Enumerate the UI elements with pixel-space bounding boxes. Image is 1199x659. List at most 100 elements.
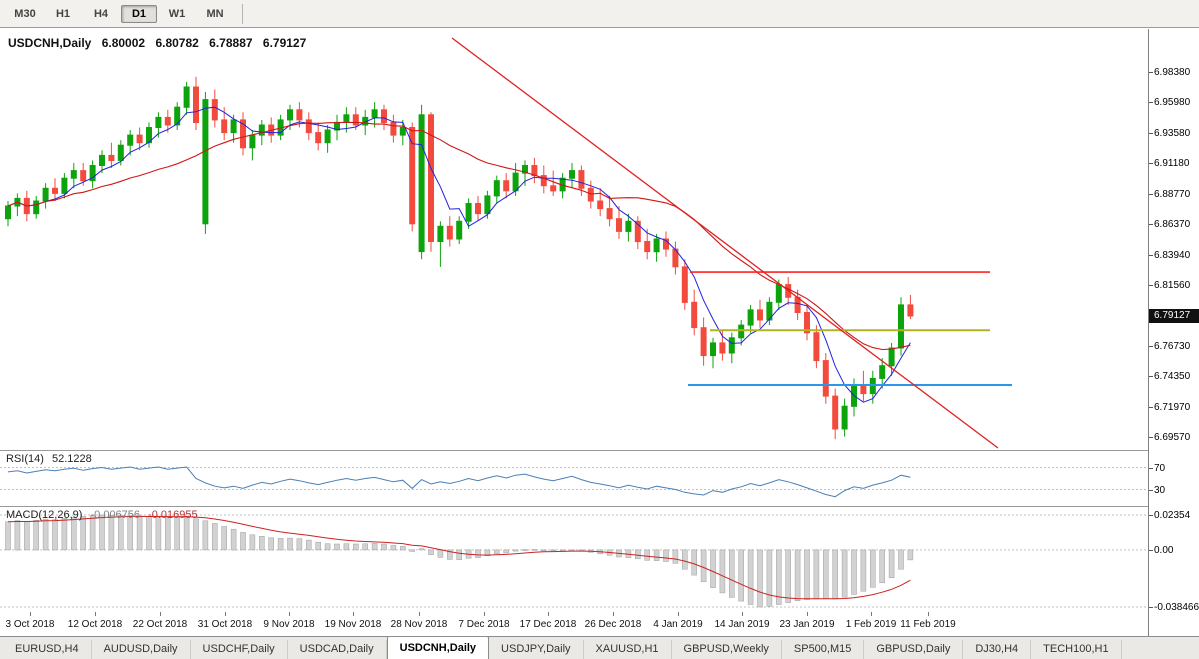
chart-tab-sp500-m15[interactable]: SP500,M15 bbox=[782, 640, 865, 659]
main-rsi-divider bbox=[0, 450, 1199, 451]
price-axis-label: 6.71970 bbox=[1154, 401, 1191, 413]
candles-layer bbox=[5, 76, 914, 440]
date-label: 11 Feb 2019 bbox=[900, 619, 956, 630]
time-tick bbox=[742, 612, 743, 616]
timeframe-button-w1[interactable]: W1 bbox=[168, 7, 186, 20]
chart-tab-usdcnh-daily[interactable]: USDCNH,Daily bbox=[386, 637, 490, 659]
timeframe-button-h1[interactable]: H1 bbox=[55, 7, 71, 20]
price-axis-label: 6.95980 bbox=[1154, 97, 1191, 109]
price-tick bbox=[1149, 285, 1153, 287]
rsi-name: RSI(14) bbox=[6, 453, 44, 465]
price-chart-canvas[interactable] bbox=[0, 30, 1148, 450]
current-price-badge: 6.79127 bbox=[1149, 308, 1199, 323]
time-tick bbox=[928, 612, 929, 616]
price-tick bbox=[1149, 549, 1153, 551]
price-axis-label: 6.69570 bbox=[1154, 432, 1191, 444]
rsi-panel-canvas[interactable] bbox=[0, 451, 1148, 506]
macd-main-value: -0.006756 bbox=[90, 509, 141, 521]
chart-tab-gbpusd-daily[interactable]: GBPUSD,Daily bbox=[864, 640, 964, 659]
price-tick bbox=[1149, 467, 1153, 469]
timeframe-toolbar: M30 H1 H4 D1 W1 MN bbox=[0, 0, 1199, 28]
macd-axis-label: -0.038466 bbox=[1154, 602, 1199, 614]
price-tick bbox=[1149, 489, 1153, 491]
macd-axis-label: 0.00 bbox=[1154, 544, 1174, 556]
price-tick bbox=[1149, 193, 1153, 195]
price-axis-label: 6.91180 bbox=[1154, 158, 1190, 170]
price-axis-label: 6.93580 bbox=[1154, 127, 1191, 139]
date-label: 4 Jan 2019 bbox=[653, 619, 703, 630]
time-tick bbox=[484, 612, 485, 616]
macd-signal-line bbox=[7, 515, 911, 600]
chart-tab-gbpusd-weekly[interactable]: GBPUSD,Weekly bbox=[672, 640, 782, 659]
rsi-macd-divider bbox=[0, 506, 1199, 507]
time-tick bbox=[353, 612, 354, 616]
chart-tab-usdjpy-daily[interactable]: USDJPY,Daily bbox=[489, 640, 584, 659]
toolbar-divider bbox=[242, 3, 243, 24]
timeframe-button-mn[interactable]: MN bbox=[206, 7, 224, 20]
ohlc-low-value: 6.78887 bbox=[209, 36, 253, 50]
date-label: 26 Dec 2018 bbox=[584, 619, 642, 630]
chart-tab-audusd-daily[interactable]: AUDUSD,Daily bbox=[92, 640, 191, 659]
macd-axis-label: 0.02354 bbox=[1154, 510, 1191, 521]
price-tick bbox=[1149, 376, 1153, 378]
price-axis-label: 6.74350 bbox=[1154, 371, 1191, 383]
time-tick bbox=[95, 612, 96, 616]
chart-tab-eurusd-h4[interactable]: EURUSD,H4 bbox=[3, 640, 92, 659]
macd-signal-value: -0.016955 bbox=[148, 509, 198, 521]
price-tick bbox=[1149, 406, 1153, 408]
price-tick bbox=[1149, 72, 1153, 73]
macd-panel-canvas[interactable] bbox=[0, 507, 1148, 612]
price-axis-label: 6.88770 bbox=[1154, 188, 1191, 200]
price-tick bbox=[1149, 437, 1153, 439]
drawn-objects-layer bbox=[451, 37, 1012, 449]
time-tick bbox=[807, 612, 808, 616]
price-axis-label: 6.98380 bbox=[1154, 67, 1191, 78]
chart-tab-bar: EURUSD,H4 AUDUSD,Daily USDCHF,Daily USDCAD,… bbox=[0, 636, 1199, 659]
date-label: 23 Jan 2019 bbox=[779, 619, 835, 630]
timeframe-button-h4[interactable]: H4 bbox=[93, 7, 109, 20]
chart-tab-xauusd-h1[interactable]: XAUUSD,H1 bbox=[584, 640, 672, 659]
price-tick bbox=[1149, 515, 1153, 516]
timeframe-bar: M30 H1 H4 D1 W1 MN bbox=[6, 4, 234, 23]
price-axis-label: 6.86370 bbox=[1154, 219, 1191, 231]
chart-tab-tech100-h1[interactable]: TECH100,H1 bbox=[1031, 640, 1122, 659]
price-tick bbox=[1149, 346, 1153, 348]
ohlc-open-value: 6.80002 bbox=[101, 36, 146, 50]
chart-tab-usdcad-daily[interactable]: USDCAD,Daily bbox=[288, 640, 387, 659]
time-tick bbox=[548, 612, 549, 616]
macd-indicator-label: MACD(12,26,9) -0.006756 -0.016955 bbox=[6, 509, 203, 521]
date-label: 9 Nov 2018 bbox=[263, 619, 315, 630]
date-label: 1 Feb 2019 bbox=[845, 619, 897, 630]
macd-histogram bbox=[5, 514, 914, 608]
rsi-axis-label: 70 bbox=[1154, 462, 1166, 474]
date-label: 19 Nov 2018 bbox=[324, 619, 382, 630]
time-tick bbox=[613, 612, 614, 616]
symbol-period-label: USDCNH,Daily bbox=[8, 36, 92, 50]
timeframe-button-d1[interactable]: D1 bbox=[121, 4, 157, 23]
timeframe-button-m30[interactable]: M30 bbox=[14, 7, 36, 20]
price-axis-label: 6.76730 bbox=[1154, 341, 1191, 353]
price-tick bbox=[1149, 102, 1153, 104]
date-label: 17 Dec 2018 bbox=[519, 619, 577, 630]
price-tick bbox=[1149, 607, 1153, 609]
date-label: 31 Oct 2018 bbox=[197, 619, 253, 630]
ma-slow-line bbox=[7, 121, 911, 351]
chart-tab-usdchf-daily[interactable]: USDCHF,Daily bbox=[191, 640, 288, 659]
rsi-value: 52.1228 bbox=[51, 453, 92, 465]
time-tick bbox=[419, 612, 420, 616]
date-label: 12 Oct 2018 bbox=[67, 619, 123, 630]
date-label: 3 Oct 2018 bbox=[5, 619, 55, 630]
date-label: 22 Oct 2018 bbox=[132, 619, 188, 630]
price-tick bbox=[1149, 163, 1153, 165]
date-label: 14 Jan 2019 bbox=[714, 619, 770, 630]
time-tick bbox=[871, 612, 872, 616]
price-axis-label: 6.83940 bbox=[1154, 249, 1191, 261]
chart-tab-dj30-h4[interactable]: DJ30,H4 bbox=[963, 640, 1032, 659]
price-tick bbox=[1149, 254, 1153, 256]
price-axis-label: 6.81560 bbox=[1154, 280, 1191, 292]
date-label: 7 Dec 2018 bbox=[458, 619, 510, 630]
ohlc-high-value: 6.80782 bbox=[155, 36, 199, 50]
chart-title: USDCNH,Daily 6.80002 6.80782 6.78887 6.7… bbox=[8, 36, 313, 50]
price-tick bbox=[1149, 132, 1153, 134]
